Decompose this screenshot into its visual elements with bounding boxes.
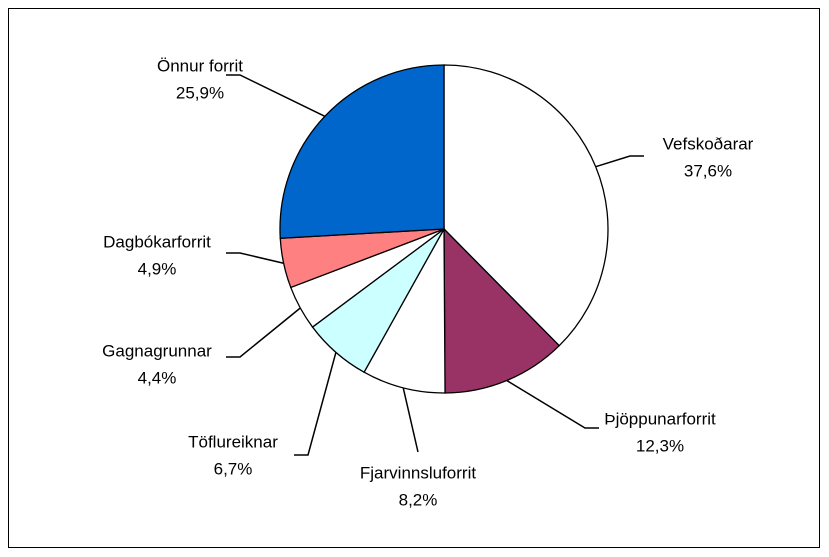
slice-value-label: 4,9% [138, 259, 177, 278]
slice-value-label: 37,6% [684, 161, 732, 180]
slice-value-label: 8,2% [399, 490, 438, 509]
slice-label: Vefskoðarar [663, 134, 754, 153]
slice-label: Töflureiknar [188, 432, 278, 451]
slice-value-label: 25,9% [176, 83, 224, 102]
leader-line [226, 252, 284, 264]
slice-value-label: 4,4% [138, 368, 177, 387]
slice-label: Fjarvinnsluforrit [360, 463, 476, 482]
leader-line [226, 74, 326, 118]
slice-label: Gagnagrunnar [102, 341, 212, 360]
leader-line [402, 387, 419, 453]
slice-value-label: 12,3% [636, 436, 684, 455]
slice-value-label: 6,7% [214, 459, 253, 478]
pie-slice [443, 64, 609, 347]
slice-label: Þjöppunarforrit [604, 409, 716, 428]
leader-line [506, 379, 599, 429]
leader-line [294, 352, 337, 456]
slice-label: Dagbókarforrit [103, 232, 211, 251]
leader-line [226, 307, 301, 358]
slice-label: Önnur forrit [157, 56, 243, 75]
leader-line [595, 155, 644, 168]
